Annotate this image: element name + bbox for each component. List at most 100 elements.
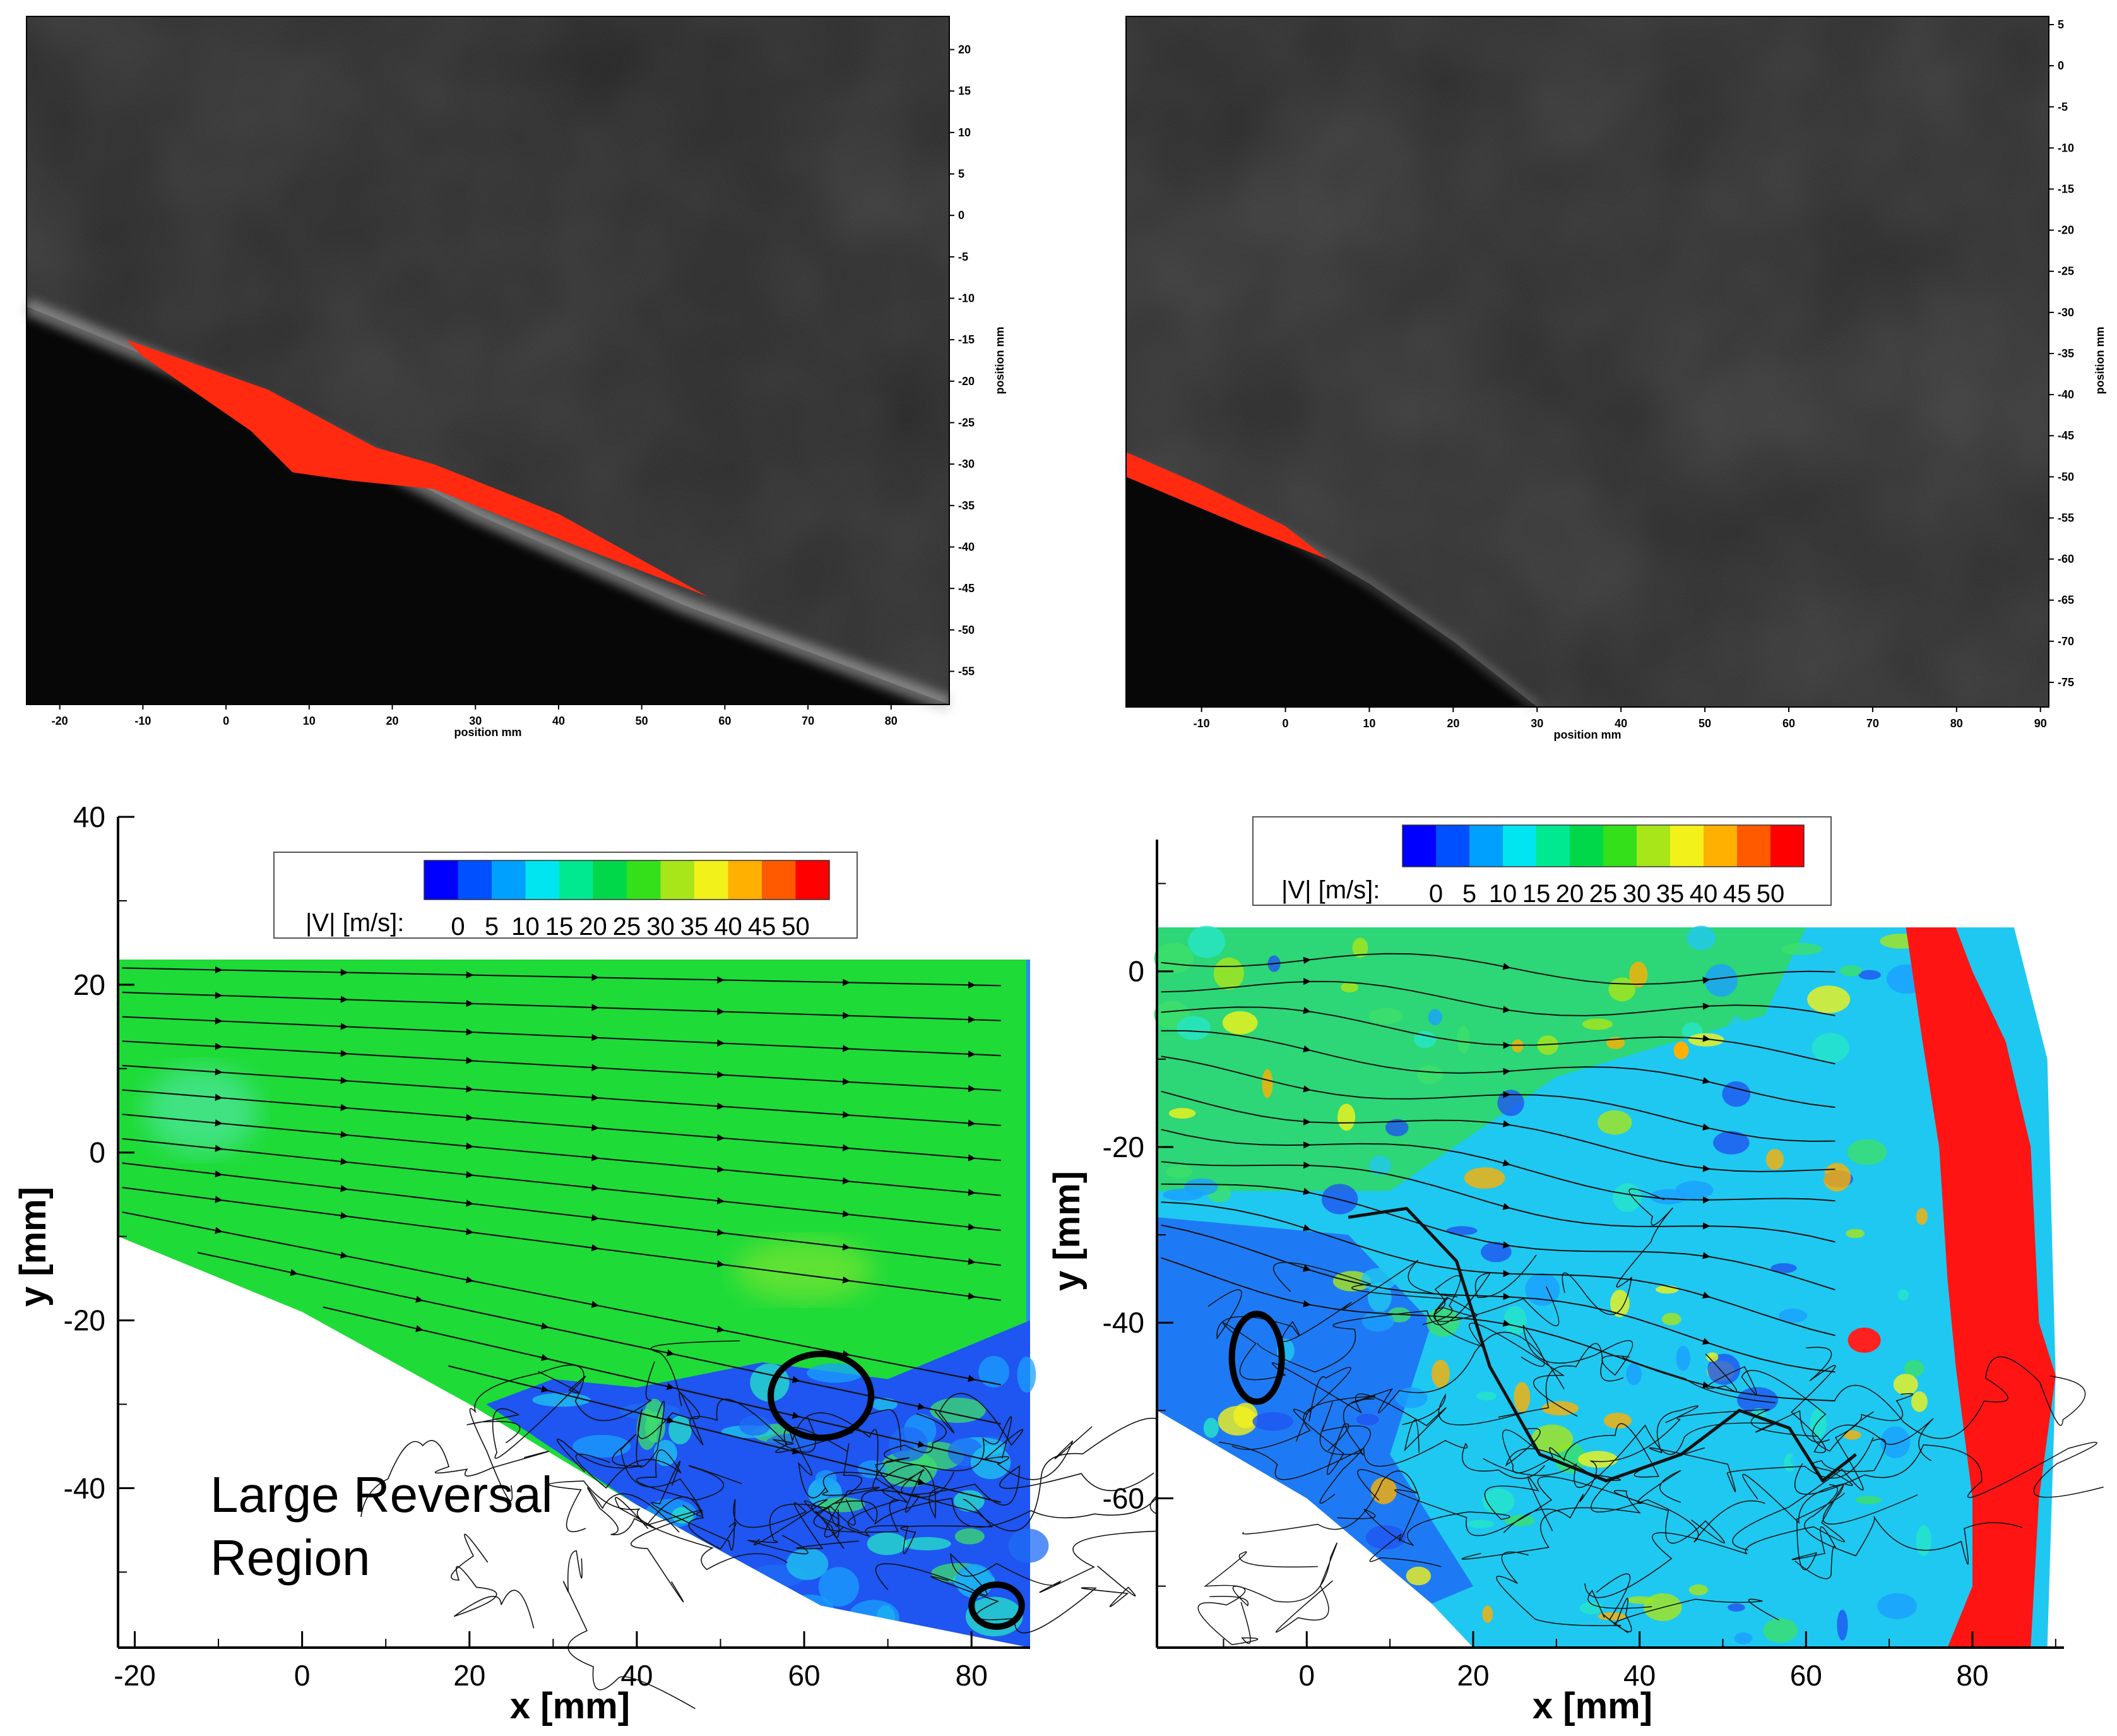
br-field-patch bbox=[1514, 1382, 1531, 1413]
br-streamline-arrow bbox=[1303, 1141, 1311, 1149]
tr-ytick-label: -20 bbox=[2058, 224, 2074, 237]
bl-annotation-line-1: Large Reversal bbox=[210, 1466, 553, 1523]
bl-streamline-arrow bbox=[215, 1170, 223, 1178]
bl-streamline-arrow bbox=[917, 1478, 926, 1486]
br-field-patch bbox=[1188, 925, 1226, 958]
br-field-patch bbox=[1843, 1430, 1861, 1440]
br-field-patch bbox=[1222, 1011, 1258, 1035]
bl-streamline-arrow bbox=[968, 1223, 976, 1231]
br-streamline bbox=[1161, 1161, 1835, 1243]
br-field-patch bbox=[1385, 1119, 1409, 1137]
bl-streamline-tangled bbox=[788, 1412, 955, 1499]
bl-streamline-tangled bbox=[557, 1434, 703, 1517]
br-streamline-arrow bbox=[1303, 1162, 1311, 1169]
bl-colorbar-swatch bbox=[458, 860, 492, 900]
bl-streamline-arrow bbox=[591, 1244, 600, 1252]
tr-ytick-label: -30 bbox=[2058, 306, 2074, 319]
br-field-patch bbox=[1812, 1033, 1850, 1063]
br-xtick-label: 0 bbox=[1299, 1659, 1315, 1692]
br-colorbar-legend: |V| [m/s]: 0 5 10 15 20 25 30 35 40 45 50 bbox=[1252, 816, 1832, 908]
br-streamline-tangled bbox=[1649, 1405, 1874, 1492]
bl-streamline-arrow bbox=[215, 1227, 223, 1234]
tl-axes: -20 -10 0 10 20 30 40 50 60 70 8020151050-5-10-15-… bbox=[26, 16, 975, 727]
bl-colorbar-tick: 50 bbox=[781, 913, 810, 941]
br-colorbar-tick: 45 bbox=[1723, 880, 1752, 908]
bl-reversal-patch bbox=[739, 1415, 771, 1436]
bl-streamline-arrow bbox=[717, 1134, 725, 1141]
bl-streamline-arrow bbox=[340, 1103, 348, 1111]
bl-streamline-tangled bbox=[861, 1465, 1154, 1522]
br-colorbar-swatch bbox=[1704, 825, 1738, 867]
br-ytick-label: -20 bbox=[1103, 1131, 1144, 1163]
bl-reversal-patch bbox=[818, 1567, 859, 1607]
bl-streamline-arrow bbox=[466, 1199, 474, 1207]
bl-streamline-arrow bbox=[215, 1068, 223, 1076]
br-colorbar-tick: 50 bbox=[1757, 880, 1785, 908]
br-field-patch bbox=[1855, 1495, 1882, 1504]
tl-xtick-label: 80 bbox=[885, 715, 898, 727]
bl-streamline-tangled bbox=[360, 1440, 550, 1518]
br-streamline-tangled bbox=[1804, 1483, 2023, 1565]
bl-streamline-arrow bbox=[666, 1416, 675, 1424]
tl-ytick-label: 15 bbox=[958, 85, 971, 97]
br-streamline-tangled bbox=[1197, 1551, 1318, 1646]
tl-red-saturated-region bbox=[126, 340, 709, 597]
bl-streamline-arrow bbox=[466, 1085, 474, 1093]
br-field-patch bbox=[1813, 1168, 1826, 1181]
bl-colorbar-tick: 30 bbox=[646, 913, 675, 941]
panel-bottom-right: 0 20 40 60 800-20-40-60 |V| [m/s]: 0 5 10 15 20 2… bbox=[1047, 816, 2104, 1727]
bl-streamline-arrow bbox=[340, 1211, 348, 1220]
tl-ytick-label: -30 bbox=[958, 458, 975, 470]
br-streamline bbox=[1161, 1224, 1835, 1373]
br-field-patch bbox=[1531, 1424, 1574, 1454]
bl-streamline-arrow bbox=[466, 1171, 474, 1179]
bl-streamline-tangled bbox=[469, 1361, 655, 1502]
br-streamline-tangled bbox=[1223, 1323, 1447, 1453]
bl-streamline-arrow bbox=[541, 1323, 549, 1330]
bl-colorbar-swatch bbox=[660, 860, 695, 900]
bl-streamline-arrow bbox=[591, 1033, 600, 1042]
bl-axes: -20 0 20 40 60 80 40 20 0 -20 -40 bbox=[64, 800, 1030, 1692]
br-field-patch bbox=[1880, 1426, 1911, 1458]
br-field-patch bbox=[1688, 1584, 1709, 1596]
bl-colorbar-swatch bbox=[424, 860, 458, 900]
br-streamline-tangled bbox=[1496, 1551, 1779, 1626]
br-field-patch bbox=[1482, 1605, 1493, 1623]
bl-colorbar-swatch bbox=[728, 860, 762, 900]
br-field-patch bbox=[1893, 1374, 1918, 1395]
tr-ytick-label: -10 bbox=[2058, 141, 2074, 154]
bl-colorbar-tick: 40 bbox=[714, 913, 742, 941]
br-colorbar-swatch bbox=[1670, 825, 1704, 867]
bl-streamline-arrow bbox=[415, 1295, 424, 1303]
bl-streamline-arrow bbox=[340, 996, 348, 1003]
br-field-patch bbox=[1213, 957, 1244, 990]
bl-streamline-arrow bbox=[968, 1085, 976, 1093]
bl-colorbar-tick: 10 bbox=[511, 913, 540, 941]
br-field-patch bbox=[1578, 1451, 1618, 1468]
bl-reversal-patches bbox=[118, 1236, 1049, 1648]
tr-xtick-label: 90 bbox=[2034, 717, 2047, 730]
br-field-patch bbox=[1177, 1016, 1211, 1040]
bl-streamline bbox=[122, 1089, 1001, 1162]
br-streamline-arrow bbox=[1303, 977, 1311, 985]
bl-reversal-patch bbox=[668, 1415, 692, 1445]
bl-xlabel: x [mm] bbox=[510, 1685, 630, 1727]
bl-streamline-arrow bbox=[968, 981, 976, 989]
br-field-patch bbox=[1579, 1602, 1604, 1615]
bl-streamline bbox=[122, 1211, 1001, 1386]
bl-streamline-tangled bbox=[875, 1530, 1167, 1596]
bl-wall-mask bbox=[118, 1236, 1030, 1648]
bl-streamline bbox=[122, 1064, 1001, 1126]
br-ytick-label: -40 bbox=[1103, 1306, 1144, 1339]
bl-streamline-tangled bbox=[773, 1417, 863, 1549]
br-streamline-arrow bbox=[1702, 1035, 1711, 1042]
br-streamline-tangled bbox=[1257, 1254, 1537, 1373]
tl-ytick-label: -20 bbox=[958, 375, 975, 388]
bl-streamline-arrow bbox=[842, 1210, 850, 1218]
br-colorbar-swatch bbox=[1402, 825, 1437, 867]
br-field-patch bbox=[1432, 1359, 1450, 1388]
bl-colorbar-swatch bbox=[762, 860, 796, 900]
br-field-patch bbox=[1676, 1345, 1690, 1371]
tl-xtick-label: 0 bbox=[223, 715, 229, 727]
br-xlabel: x [mm] bbox=[1533, 1685, 1652, 1727]
